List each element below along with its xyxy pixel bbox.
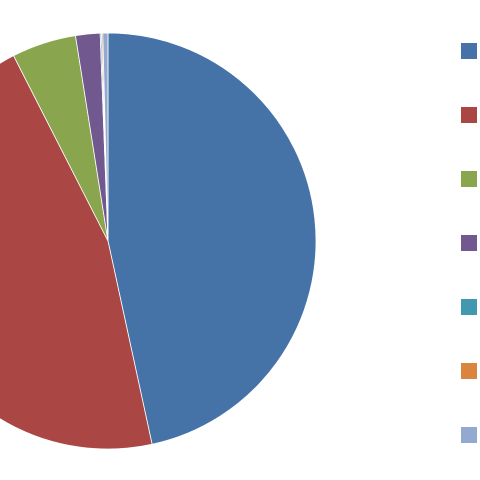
legend-swatch	[461, 171, 477, 187]
legend-swatch	[461, 363, 477, 379]
legend-swatch	[461, 427, 477, 443]
legend-swatch	[461, 107, 477, 123]
legend-swatch	[461, 299, 477, 315]
pie-slice	[102, 32, 109, 242]
pie-slice	[0, 55, 153, 450]
legend-swatch	[461, 235, 477, 251]
pie-slice	[107, 32, 317, 445]
legend-swatch	[461, 43, 477, 59]
